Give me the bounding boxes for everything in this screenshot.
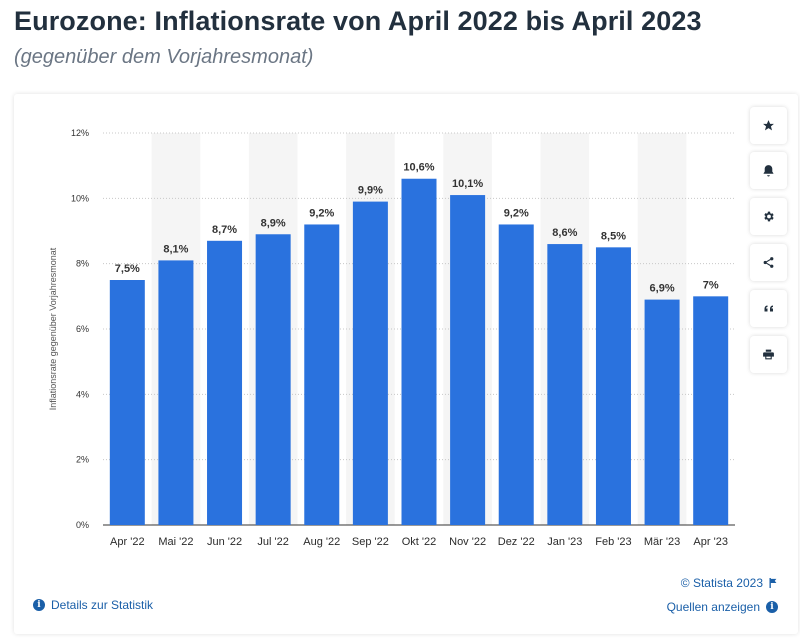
bar	[158, 260, 194, 525]
y-tick-label: 2%	[76, 455, 89, 465]
data-label: 7,5%	[115, 263, 140, 275]
x-tick-label: Apr '22	[110, 536, 145, 548]
page-subtitle: (gegenüber dem Vorjahresmonat)	[14, 46, 314, 68]
data-label: 8,7%	[212, 224, 237, 236]
info-icon: i	[766, 601, 778, 613]
share-button[interactable]	[750, 244, 787, 281]
favorite-button[interactable]	[750, 107, 787, 144]
flag-icon	[769, 578, 777, 588]
data-label: 8,6%	[552, 227, 577, 239]
settings-button[interactable]	[750, 198, 787, 235]
x-tick-label: Nov '22	[449, 536, 486, 548]
y-tick-label: 0%	[76, 520, 89, 530]
y-tick-label: 4%	[76, 389, 89, 399]
bar	[693, 296, 729, 525]
bell-icon	[763, 165, 774, 177]
data-label: 9,2%	[309, 207, 334, 219]
bar	[207, 240, 243, 526]
bar	[109, 280, 145, 525]
x-tick-label: Feb '23	[595, 536, 631, 548]
x-tick-label: Jan '23	[547, 536, 582, 548]
data-label: 8,5%	[601, 230, 626, 242]
bar	[450, 195, 486, 526]
data-label: 10,6%	[403, 162, 434, 174]
y-tick-label: 6%	[76, 324, 89, 334]
bar	[304, 224, 340, 525]
sources-link[interactable]: Quellen anzeigen i	[667, 600, 778, 614]
x-tick-label: Apr '23	[693, 536, 728, 548]
quote-icon	[764, 305, 773, 311]
bar	[595, 247, 631, 526]
gear-icon	[764, 211, 774, 222]
copyright-label: © Statista 2023	[680, 576, 763, 590]
data-label: 7%	[703, 279, 719, 291]
data-label: 8,1%	[163, 243, 188, 255]
chart-card: 0% 2% 4% 6% 8% 10% 12% Inflationsrate gegenüber…	[14, 94, 798, 634]
details-label: Details zur Statistik	[51, 598, 154, 612]
x-tick-label: Okt '22	[402, 536, 437, 548]
data-label: 9,2%	[504, 207, 529, 219]
print-button[interactable]	[750, 336, 787, 373]
bar	[547, 244, 583, 526]
bar	[498, 224, 534, 525]
bar-chart: 0% 2% 4% 6% 8% 10% 12% Inflationsrate gegenüber…	[48, 128, 735, 548]
data-label: 9,9%	[358, 185, 383, 197]
y-tick-label: 8%	[76, 259, 89, 269]
copyright-link[interactable]: © Statista 2023	[681, 576, 778, 590]
star-icon	[763, 120, 774, 131]
bar	[644, 299, 680, 525]
x-tick-label: Sep '22	[352, 536, 389, 548]
data-label: 6,9%	[650, 283, 675, 295]
printer-icon	[763, 349, 774, 360]
cite-button[interactable]	[750, 290, 787, 327]
x-tick-label: Jun '22	[207, 536, 242, 548]
x-tick-label: Mai '22	[158, 536, 193, 548]
details-link[interactable]: i Details zur Statistik	[33, 598, 153, 612]
x-tick-label: Jul '22	[257, 536, 288, 548]
x-tick-label: Mär '23	[644, 536, 680, 548]
y-tick-label: 12%	[71, 128, 89, 138]
y-tick-label: 10%	[71, 193, 89, 203]
info-icon: i	[33, 599, 45, 611]
bar	[352, 201, 388, 525]
data-label: 10,1%	[452, 178, 483, 190]
data-label: 8,9%	[261, 217, 286, 229]
bar	[401, 178, 437, 525]
x-tick-label: Aug '22	[303, 536, 340, 548]
notification-button[interactable]	[750, 152, 787, 189]
page-title: Eurozone: Inflationsrate von April 2022 …	[14, 6, 702, 36]
share-icon	[763, 257, 774, 268]
y-axis-label: Inflationsrate gegenüber Vorjahresmonat	[48, 247, 58, 410]
sources-label: Quellen anzeigen	[666, 600, 760, 614]
x-tick-label: Dez '22	[498, 536, 535, 548]
bar	[255, 234, 291, 525]
